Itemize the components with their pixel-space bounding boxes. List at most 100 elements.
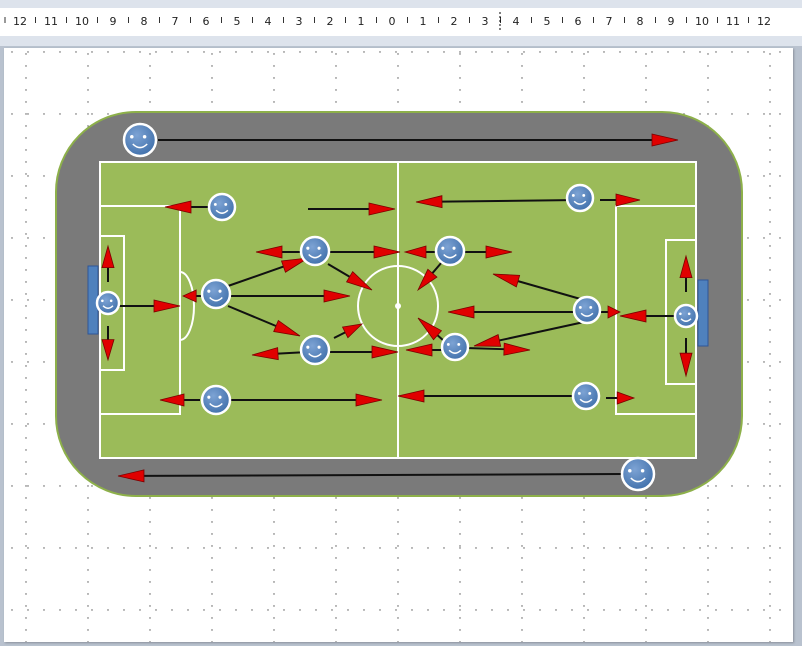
player-mouth xyxy=(209,402,223,408)
smiley-face-icon[interactable] xyxy=(620,456,656,492)
movement-arrow[interactable] xyxy=(330,345,399,359)
movement-arrow[interactable] xyxy=(417,261,443,292)
horizontal-ruler[interactable]: 12 11 10 9 8 7 6 5 4 3 2 1 0 1 2 3 4 5 6 7 8 9 10 11 12 xyxy=(0,0,802,46)
player-eye xyxy=(457,342,461,346)
arrow-icon xyxy=(607,305,621,319)
smiley-face-icon[interactable] xyxy=(440,332,470,362)
movement-arrow[interactable] xyxy=(333,323,364,339)
movement-arrow[interactable] xyxy=(473,321,585,347)
ruler-label: 12 xyxy=(13,15,27,28)
player-mouth xyxy=(680,318,692,322)
smiley-face-icon[interactable] xyxy=(565,183,595,213)
arrow-icon xyxy=(651,133,679,147)
player-body xyxy=(440,332,470,362)
ruler-label: 2 xyxy=(327,15,334,28)
movement-arrow[interactable] xyxy=(600,193,641,207)
movement-arrow[interactable] xyxy=(330,245,401,259)
arrow-icon xyxy=(373,245,401,259)
movement-arrow[interactable] xyxy=(308,202,396,216)
ruler-label: 7 xyxy=(606,15,613,28)
player-body xyxy=(620,456,656,492)
movement-arrow[interactable] xyxy=(679,254,693,292)
player-eye xyxy=(109,299,113,303)
arrow-shaft xyxy=(227,305,277,327)
movement-arrow[interactable] xyxy=(397,389,580,403)
player-eye xyxy=(224,202,228,206)
arrow-shaft xyxy=(517,280,585,301)
player-mouth xyxy=(443,253,457,259)
arrow-icon xyxy=(417,268,438,292)
movement-arrow[interactable] xyxy=(327,263,373,291)
arrow-icon xyxy=(323,289,351,303)
player-eye xyxy=(317,246,321,250)
player-body xyxy=(207,192,237,222)
movement-arrow[interactable] xyxy=(214,289,351,303)
smiley-face-icon[interactable] xyxy=(122,122,158,158)
movement-arrow[interactable] xyxy=(465,342,531,356)
player-eye xyxy=(582,193,586,197)
player-eye xyxy=(588,391,592,395)
ruler-scale: 12 11 10 9 8 7 6 5 4 3 2 1 0 1 2 3 4 5 6 7 8 9 10 11 12 xyxy=(4,12,771,32)
player-eye xyxy=(679,312,682,316)
ruler-label: 10 xyxy=(75,15,89,28)
smiley-face-icon[interactable] xyxy=(299,235,331,267)
movement-arrow[interactable] xyxy=(164,200,210,214)
smiley-face-icon[interactable] xyxy=(207,192,237,222)
movement-arrow[interactable] xyxy=(158,133,679,147)
arrow-icon xyxy=(355,393,383,407)
movement-arrow[interactable] xyxy=(492,273,585,301)
movement-arrow[interactable] xyxy=(227,257,309,287)
slide-page[interactable] xyxy=(4,48,793,642)
movement-arrow[interactable] xyxy=(101,244,115,282)
ruler-label: 11 xyxy=(726,15,740,28)
movement-arrow[interactable] xyxy=(447,305,574,319)
player-eye xyxy=(589,305,593,309)
arrow-icon xyxy=(492,273,521,288)
smiley-face-icon[interactable] xyxy=(95,290,121,316)
player-mouth xyxy=(132,143,148,149)
smiley-face-icon[interactable] xyxy=(572,295,602,325)
player-eye xyxy=(571,193,575,197)
player-eye xyxy=(218,289,222,293)
arrow-icon xyxy=(345,270,373,291)
ruler-label: 5 xyxy=(234,15,241,28)
arrow-icon xyxy=(679,352,693,378)
smiley-face-icon[interactable] xyxy=(434,235,466,267)
arrow-icon xyxy=(679,254,693,279)
player-body xyxy=(299,235,331,267)
smiley-face-icon[interactable] xyxy=(299,334,331,366)
player-eye xyxy=(628,469,632,473)
movement-arrow[interactable] xyxy=(227,305,301,337)
smiley-face-icon[interactable] xyxy=(200,384,232,416)
player-eye xyxy=(687,312,691,316)
movement-arrow[interactable] xyxy=(462,245,513,259)
player-eye xyxy=(452,246,456,250)
movement-arrow[interactable] xyxy=(117,469,623,483)
arrow-shaft xyxy=(143,473,623,477)
player-mouth xyxy=(308,352,322,358)
player-body xyxy=(571,381,601,411)
player-mouth xyxy=(630,477,646,483)
arrow-icon xyxy=(397,389,425,403)
smiley-face-icon[interactable] xyxy=(571,381,601,411)
arrow-icon xyxy=(251,347,279,361)
player-body xyxy=(122,122,158,158)
player-eye xyxy=(578,305,582,309)
player-body xyxy=(434,235,466,267)
smiley-face-icon[interactable] xyxy=(673,303,699,329)
arrow-shaft xyxy=(431,261,443,274)
movement-arrow[interactable] xyxy=(101,326,115,362)
movement-arrow[interactable] xyxy=(210,393,383,407)
movement-arrow[interactable] xyxy=(600,305,621,319)
player-eye xyxy=(640,469,645,473)
movement-arrow[interactable] xyxy=(159,393,200,407)
smiley-face-icon[interactable] xyxy=(200,278,232,310)
movement-arrow[interactable] xyxy=(679,338,693,378)
movement-arrow[interactable] xyxy=(606,391,636,405)
arrow-icon xyxy=(619,309,647,323)
goal-right[interactable] xyxy=(697,279,709,347)
ruler-label: 1 xyxy=(358,15,365,28)
player-eye xyxy=(207,395,211,399)
movement-arrow[interactable] xyxy=(415,195,579,209)
player-eye xyxy=(130,135,134,139)
